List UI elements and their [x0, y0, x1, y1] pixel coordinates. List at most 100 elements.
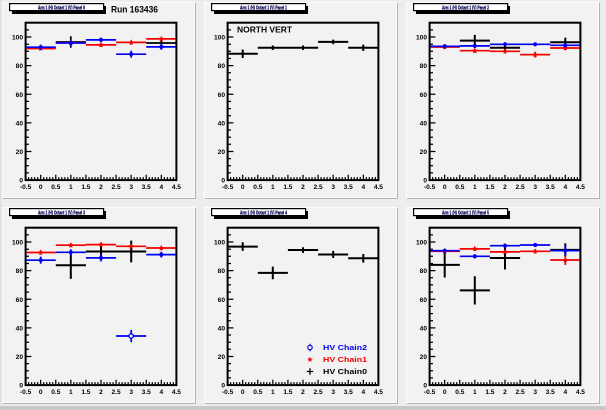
svg-text:0: 0 [423, 383, 427, 390]
svg-text:-0.5: -0.5 [222, 389, 234, 396]
svg-text:1: 1 [271, 184, 275, 191]
svg-text:2: 2 [99, 184, 103, 191]
svg-text:4: 4 [563, 389, 567, 396]
svg-text:40: 40 [16, 326, 24, 333]
svg-text:HV Chain2: HV Chain2 [323, 343, 367, 352]
svg-text:3: 3 [533, 184, 537, 191]
svg-text:80: 80 [420, 268, 428, 275]
svg-text:4.5: 4.5 [172, 389, 181, 396]
svg-text:4: 4 [563, 184, 567, 191]
svg-text:40: 40 [16, 121, 24, 128]
svg-text:Arm 1 (H) Octant 1 (V) Panel 2: Arm 1 (H) Octant 1 (V) Panel 2 [442, 5, 489, 11]
svg-text:1.5: 1.5 [283, 184, 292, 191]
svg-text:1: 1 [271, 389, 275, 396]
svg-text:4: 4 [361, 184, 365, 191]
svg-text:4.5: 4.5 [576, 184, 585, 191]
svg-text:100: 100 [12, 35, 23, 42]
svg-text:0: 0 [443, 389, 447, 396]
svg-text:40: 40 [218, 326, 226, 333]
svg-text:NORTH VERT: NORTH VERT [237, 25, 293, 35]
svg-text:3: 3 [331, 389, 335, 396]
svg-text:20: 20 [420, 354, 428, 361]
svg-text:3.5: 3.5 [142, 389, 151, 396]
svg-text:-0.5: -0.5 [424, 389, 436, 396]
svg-text:4: 4 [159, 184, 163, 191]
svg-text:20: 20 [16, 149, 24, 156]
svg-text:20: 20 [16, 354, 24, 361]
svg-text:0.5: 0.5 [51, 389, 60, 396]
svg-text:2.5: 2.5 [516, 389, 525, 396]
svg-text:HV Chain1: HV Chain1 [323, 355, 367, 364]
svg-text:Arm 1 (H) Octant 1 (V) Panel 4: Arm 1 (H) Octant 1 (V) Panel 4 [240, 210, 287, 216]
svg-text:Arm 1 (H) Octant 1 (V) Panel 0: Arm 1 (H) Octant 1 (V) Panel 0 [38, 5, 85, 11]
svg-text:3: 3 [129, 389, 133, 396]
svg-text:4: 4 [159, 389, 163, 396]
svg-text:4.5: 4.5 [576, 389, 585, 396]
svg-text:3: 3 [331, 184, 335, 191]
svg-text:0: 0 [443, 184, 447, 191]
svg-text:80: 80 [420, 63, 428, 70]
svg-text:60: 60 [218, 297, 226, 304]
svg-text:2: 2 [503, 184, 507, 191]
svg-text:80: 80 [218, 268, 226, 275]
svg-text:0: 0 [19, 383, 23, 390]
svg-text:1: 1 [473, 389, 477, 396]
svg-text:1.5: 1.5 [283, 389, 292, 396]
svg-text:60: 60 [420, 297, 428, 304]
svg-text:60: 60 [218, 92, 226, 99]
svg-text:60: 60 [420, 92, 428, 99]
svg-text:-0.5: -0.5 [20, 389, 32, 396]
svg-text:4: 4 [361, 389, 365, 396]
svg-text:3.5: 3.5 [344, 184, 353, 191]
svg-text:1.5: 1.5 [81, 389, 90, 396]
svg-text:0: 0 [423, 178, 427, 185]
svg-text:100: 100 [12, 240, 23, 247]
svg-text:3: 3 [533, 389, 537, 396]
svg-text:20: 20 [420, 149, 428, 156]
svg-text:100: 100 [416, 35, 427, 42]
svg-text:1.5: 1.5 [485, 389, 494, 396]
svg-text:3.5: 3.5 [142, 184, 151, 191]
svg-text:60: 60 [16, 297, 24, 304]
svg-text:3: 3 [129, 184, 133, 191]
svg-text:0: 0 [19, 178, 23, 185]
svg-text:Arm 1 (H) Octant 1 (V) Panel 3: Arm 1 (H) Octant 1 (V) Panel 3 [38, 210, 85, 216]
svg-text:4.5: 4.5 [172, 184, 181, 191]
svg-text:40: 40 [218, 121, 226, 128]
svg-text:-0.5: -0.5 [424, 184, 436, 191]
svg-text:1: 1 [473, 184, 477, 191]
svg-text:-0.5: -0.5 [20, 184, 32, 191]
svg-text:2: 2 [503, 389, 507, 396]
svg-text:4.5: 4.5 [374, 389, 383, 396]
svg-text:1: 1 [69, 184, 73, 191]
svg-text:40: 40 [420, 326, 428, 333]
svg-text:20: 20 [218, 149, 226, 156]
svg-text:20: 20 [218, 354, 226, 361]
svg-text:0.5: 0.5 [455, 389, 464, 396]
svg-text:0: 0 [39, 389, 43, 396]
svg-text:2.5: 2.5 [112, 389, 121, 396]
svg-text:1.5: 1.5 [81, 184, 90, 191]
svg-text:100: 100 [416, 240, 427, 247]
svg-text:0: 0 [39, 184, 43, 191]
svg-text:2.5: 2.5 [314, 184, 323, 191]
svg-text:3.5: 3.5 [344, 389, 353, 396]
svg-text:0: 0 [241, 184, 245, 191]
svg-text:80: 80 [16, 268, 24, 275]
svg-text:HV Chain0: HV Chain0 [323, 367, 367, 376]
svg-text:4.5: 4.5 [374, 184, 383, 191]
svg-text:3.5: 3.5 [546, 389, 555, 396]
svg-text:Run 163436: Run 163436 [111, 5, 158, 15]
svg-text:100: 100 [214, 240, 225, 247]
svg-text:Arm 1 (H) Octant 1 (V) Panel 1: Arm 1 (H) Octant 1 (V) Panel 1 [240, 5, 287, 11]
svg-text:2: 2 [99, 389, 103, 396]
svg-text:1.5: 1.5 [485, 184, 494, 191]
svg-text:2.5: 2.5 [516, 184, 525, 191]
svg-text:1: 1 [69, 389, 73, 396]
svg-text:2: 2 [301, 184, 305, 191]
svg-text:0: 0 [241, 389, 245, 396]
svg-text:60: 60 [16, 92, 24, 99]
svg-text:0.5: 0.5 [253, 184, 262, 191]
svg-text:100: 100 [214, 35, 225, 42]
svg-text:80: 80 [218, 63, 226, 70]
